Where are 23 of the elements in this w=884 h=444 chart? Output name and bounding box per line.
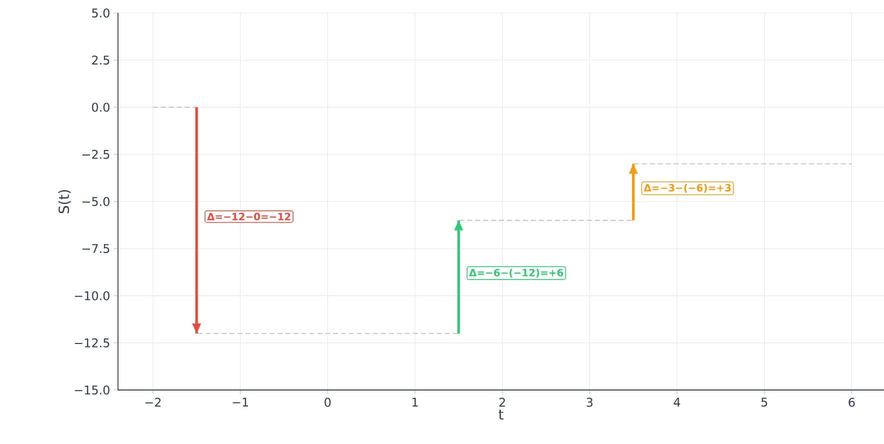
x-tick-label: −1: [232, 398, 248, 406]
y-tick-label: 5.0: [92, 8, 110, 18]
y-tick-label: −7.5: [82, 244, 110, 254]
x-tick-label: 3: [586, 398, 592, 407]
x-tick-label: −2: [145, 398, 161, 407]
annotation: Δ=−3−(−6)=+3: [644, 184, 731, 193]
y-axis-title: S(t): [58, 190, 71, 214]
x-tick-label: 4: [674, 398, 680, 406]
y-tick-label: −12.5: [74, 338, 110, 348]
x-tick-label: 1: [412, 398, 418, 406]
x-tick-label: 5: [761, 398, 768, 407]
y-tick-label: −10.0: [74, 291, 110, 300]
x-axis-title: t: [498, 410, 504, 420]
x-tick-label: 6: [848, 398, 855, 407]
y-tick-label: −15.0: [74, 385, 110, 395]
y-tick-label: 2.5: [92, 56, 110, 65]
x-tick-label: 2: [499, 398, 505, 407]
y-tick-label: 0.0: [92, 102, 110, 112]
annotation: Δ=−12−0=−12: [207, 212, 290, 220]
x-tick-label: 0: [324, 398, 331, 407]
annotation: Δ=−6−(−12)=+6: [469, 268, 564, 278]
y-tick-label: −2.5: [82, 150, 110, 159]
y-tick-label: −5.0: [82, 196, 110, 206]
